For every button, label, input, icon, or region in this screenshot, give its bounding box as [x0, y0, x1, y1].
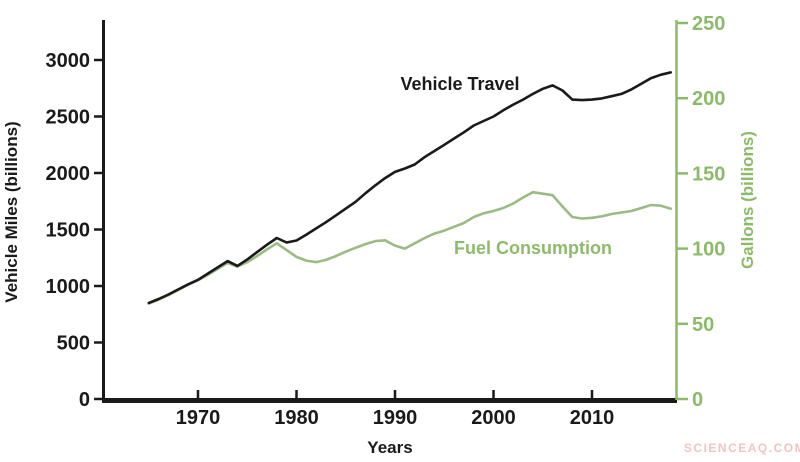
y-axis-right-title: Gallons (billions)	[738, 131, 757, 269]
x-tick-label: 1970	[176, 407, 221, 429]
x-tick-label: 1990	[373, 407, 418, 429]
x-tick-label: 1980	[274, 407, 319, 429]
x-tick-label: 2000	[471, 407, 516, 429]
y-right-tick-label: 50	[692, 314, 714, 336]
y-axis-left-title: Vehicle Miles (billions)	[2, 121, 21, 302]
y-axis-right-ticks: 0 50 100 150 200 250	[677, 13, 725, 411]
y-left-tick-label: 1000	[46, 276, 91, 298]
y-left-tick-label: 2500	[46, 107, 91, 129]
vehicle-travel-line	[147, 71, 673, 305]
y-axis-left-ticks: 0 500 1000 1500 2000 2500 3000	[46, 50, 103, 411]
y-right-tick-label: 150	[692, 163, 725, 185]
y-right-tick-label: 200	[692, 88, 725, 110]
y-right-tick-label: 250	[692, 13, 725, 35]
x-axis-title: Years	[367, 438, 412, 457]
y-right-tick-label: 100	[692, 239, 725, 261]
y-left-tick-label: 3000	[46, 50, 91, 72]
x-tick-label: 2010	[570, 407, 615, 429]
fuel-consumption-label: Fuel Consumption	[454, 238, 612, 258]
y-left-tick-label: 500	[57, 333, 90, 355]
x-axis-ticks: 1970 1980 1990 2000 2010	[176, 390, 615, 429]
y-left-tick-label: 1500	[46, 220, 91, 242]
y-right-tick-label: 0	[692, 389, 703, 411]
y-left-tick-label: 0	[79, 389, 90, 411]
watermark: SCIENCEAQ.COM	[684, 441, 800, 455]
vehicle-travel-label: Vehicle Travel	[400, 74, 519, 94]
y-left-tick-label: 2000	[46, 163, 91, 185]
